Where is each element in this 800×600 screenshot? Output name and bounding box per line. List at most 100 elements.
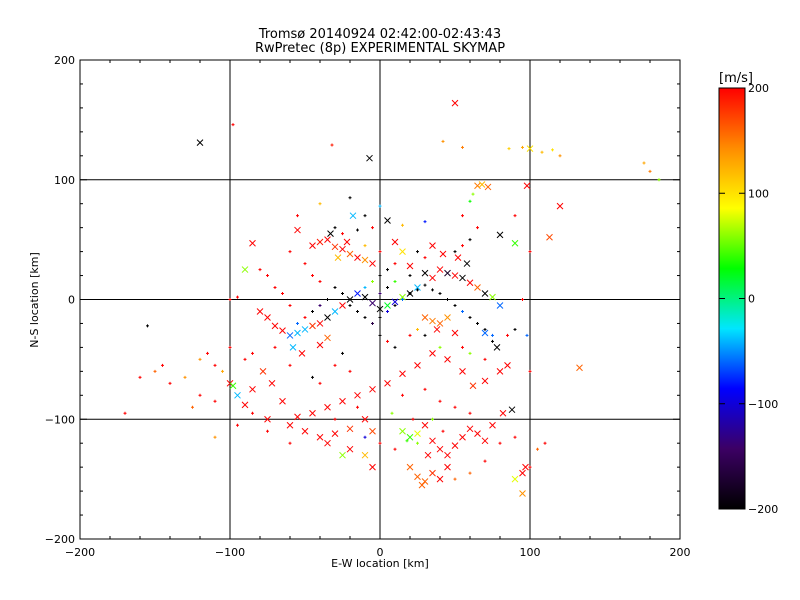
data-point [493,344,501,351]
data-point [525,333,529,337]
data-point [406,433,414,441]
data-point [138,375,142,379]
data-point [196,139,204,146]
data-point [496,231,504,239]
data-point [369,299,376,307]
data-point [346,445,354,453]
data-point [369,385,376,393]
data-point [436,266,444,273]
data-point [228,298,232,301]
data-point [468,351,472,355]
data-point [161,363,164,367]
data-point [439,250,447,258]
data-point [361,415,369,423]
data-point [453,477,457,481]
data-point [483,327,487,331]
data-point [421,314,429,321]
data-point [401,223,404,227]
data-point [508,406,516,414]
data-point [251,351,254,355]
data-point [436,445,444,453]
data-point [414,284,421,291]
data-point [546,233,553,241]
data-point [506,333,509,337]
data-point [303,262,307,266]
data-point [153,369,157,373]
data-point [333,226,337,230]
data-point [343,238,351,246]
data-point [468,199,472,203]
data-point [386,268,389,272]
data-point [429,274,436,282]
x-tick-label: 100 [520,546,541,559]
data-point [266,274,269,278]
data-point [405,439,409,443]
data-point [369,463,376,471]
data-point [444,463,451,471]
data-point [393,345,397,349]
colorbar-ticks: 200 100 0 −100 −200 [719,82,778,516]
data-point [330,143,334,147]
data-point [401,393,404,397]
data-point [496,302,504,309]
data-point [354,290,361,297]
data-point [316,238,324,246]
x-tick-label: −200 [65,546,95,559]
data-point [421,269,429,277]
data-point [461,345,464,349]
data-point [642,161,646,165]
data-point [513,214,517,218]
data-point [348,303,352,307]
data-point [468,411,472,415]
data-point [414,430,421,437]
data-point [489,293,496,301]
data-point [311,274,314,278]
data-point [513,327,517,331]
data-point [543,441,547,445]
data-point [249,239,256,247]
data-point [423,283,427,287]
data-point [369,427,376,435]
data-point [453,303,457,307]
data-point [339,397,346,405]
data-point [469,382,477,390]
data-point [316,341,324,349]
data-point [390,411,394,415]
data-point [286,332,294,339]
data-point [371,226,374,230]
data-point [483,459,487,463]
data-point [436,320,444,327]
data-point [346,425,354,433]
data-point [356,228,359,232]
data-point [289,344,297,351]
data-point [536,447,539,451]
data-point [378,333,382,337]
data-point [341,232,344,236]
data-point [459,433,466,441]
data-point [471,192,475,196]
data-point [236,423,239,427]
data-point [399,370,406,378]
data-point [251,411,254,415]
data-point [213,363,217,367]
data-point [399,427,406,435]
data-point [298,350,306,357]
data-point [296,214,299,218]
y-axis-label: N-S location [km] [28,252,41,348]
data-point [551,148,554,152]
data-point [461,214,464,218]
data-point [384,302,391,309]
data-point [453,250,457,254]
data-point [221,369,224,373]
x-tick-label: 200 [670,546,691,559]
data-point [499,409,507,417]
data-point [474,284,481,291]
data-point [481,437,489,445]
data-point [268,379,276,387]
data-point [348,369,352,373]
data-point [406,463,414,471]
chart-subtitle: RwPretec (8p) EXPERIMENTAL SKYMAP [255,41,505,56]
data-point [339,245,346,253]
data-point [474,430,481,437]
data-point [438,292,442,296]
